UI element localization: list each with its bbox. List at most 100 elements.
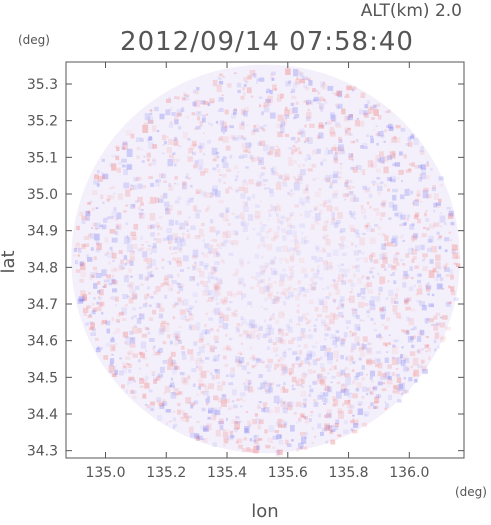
field-speckle	[396, 357, 402, 365]
field-speckle	[190, 196, 195, 200]
field-speckle	[124, 303, 129, 307]
field-speckle	[212, 158, 217, 162]
field-speckle	[417, 273, 422, 277]
field-speckle	[326, 220, 329, 224]
field-speckle	[210, 276, 213, 279]
field-speckle	[287, 401, 294, 408]
field-speckle	[327, 414, 332, 418]
field-speckle	[155, 222, 160, 228]
field-speckle	[355, 264, 360, 268]
field-speckle	[112, 331, 116, 335]
field-speckle	[150, 232, 155, 237]
field-speckle	[264, 429, 268, 434]
field-speckle	[111, 268, 118, 273]
field-speckle	[227, 347, 233, 352]
field-speckle	[138, 351, 143, 355]
field-speckle	[266, 152, 270, 155]
field-speckle	[133, 379, 136, 383]
field-speckle	[314, 306, 319, 312]
field-speckle	[399, 224, 402, 227]
field-speckle	[209, 195, 213, 198]
field-speckle	[174, 119, 179, 125]
field-speckle	[212, 238, 218, 243]
field-speckle	[153, 291, 159, 295]
field-speckle	[286, 402, 292, 406]
field-speckle	[408, 377, 413, 382]
field-speckle	[400, 180, 404, 182]
field-speckle	[311, 442, 314, 444]
field-speckle	[340, 354, 344, 360]
field-speckle	[233, 108, 237, 112]
field-speckle	[405, 142, 409, 146]
field-speckle	[244, 428, 249, 433]
field-speckle	[332, 179, 338, 184]
field-speckle	[268, 327, 274, 335]
field-speckle	[303, 404, 307, 408]
field-speckle	[326, 177, 331, 183]
field-speckle	[323, 178, 327, 181]
field-speckle	[365, 225, 369, 227]
field-speckle	[109, 296, 112, 299]
field-speckle	[185, 417, 189, 423]
field-speckle	[219, 279, 223, 284]
field-speckle	[214, 190, 221, 198]
field-speckle	[80, 264, 84, 267]
field-speckle	[257, 279, 263, 284]
field-speckle	[102, 285, 106, 288]
field-speckle	[145, 301, 148, 305]
field-speckle	[377, 226, 382, 230]
field-speckle	[178, 159, 181, 161]
field-speckle	[439, 284, 443, 289]
field-speckle	[339, 236, 346, 242]
field-speckle	[379, 309, 386, 317]
field-speckle	[345, 179, 349, 185]
field-speckle	[141, 160, 145, 163]
field-speckle	[154, 106, 159, 112]
field-speckle	[107, 253, 113, 259]
field-speckle	[174, 96, 177, 100]
field-speckle	[192, 249, 199, 258]
field-speckle	[128, 259, 132, 263]
field-speckle	[104, 237, 109, 243]
field-speckle	[282, 301, 287, 306]
field-speckle	[239, 353, 243, 356]
field-speckle	[299, 360, 304, 365]
field-speckle	[277, 147, 280, 150]
field-speckle	[124, 263, 128, 266]
field-speckle	[394, 212, 399, 217]
field-speckle	[304, 357, 310, 365]
field-speckle	[172, 333, 177, 338]
field-speckle	[312, 99, 317, 102]
field-speckle	[277, 180, 281, 183]
field-speckle	[128, 376, 135, 381]
field-speckle	[80, 298, 85, 302]
y-axis-unit: (deg)	[18, 33, 50, 47]
field-speckle	[332, 396, 337, 401]
field-speckle	[236, 398, 240, 402]
field-speckle	[234, 72, 237, 75]
field-speckle	[129, 290, 132, 293]
field-speckle	[386, 351, 389, 353]
field-speckle	[198, 365, 203, 371]
field-speckle	[268, 386, 273, 393]
field-speckle	[369, 205, 372, 209]
field-speckle	[299, 78, 306, 84]
field-speckle	[218, 73, 224, 77]
field-speckle	[232, 311, 238, 316]
field-speckle	[303, 288, 310, 293]
field-speckle	[267, 291, 274, 297]
field-speckle	[198, 373, 202, 376]
field-speckle	[230, 188, 234, 191]
field-speckle	[333, 154, 338, 161]
field-speckle	[271, 171, 275, 176]
field-speckle	[130, 184, 133, 187]
field-speckle	[86, 254, 90, 258]
field-speckle	[383, 166, 389, 174]
field-speckle	[113, 207, 117, 211]
field-speckle	[333, 299, 336, 303]
field-speckle	[342, 193, 349, 198]
field-speckle	[423, 187, 429, 192]
field-speckle	[249, 448, 255, 453]
field-speckle	[153, 376, 158, 382]
field-speckle	[231, 419, 237, 425]
